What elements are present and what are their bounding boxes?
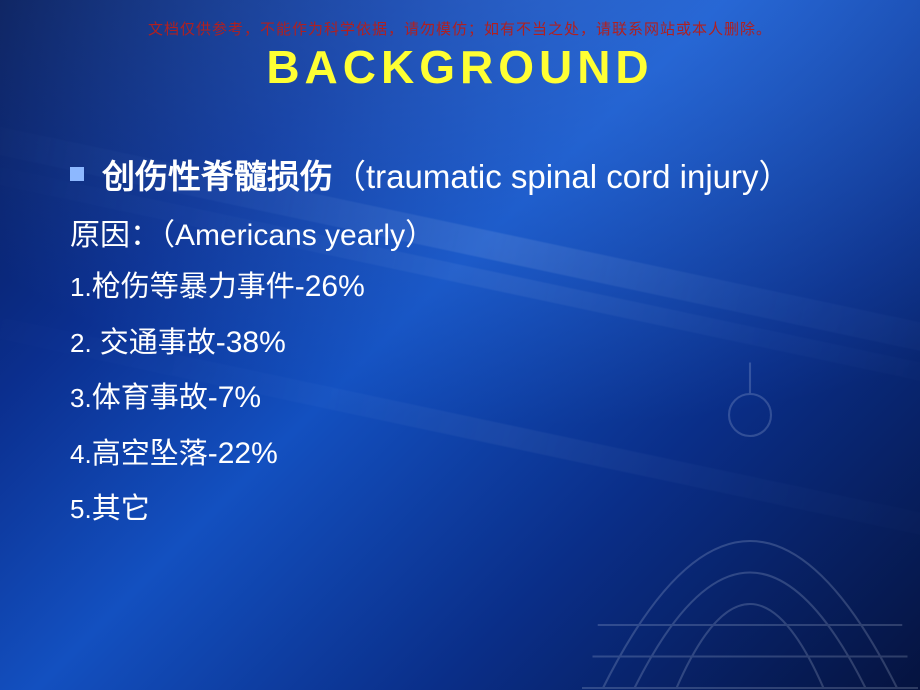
item-percent: -22%	[208, 437, 278, 470]
item-number: 2.	[70, 328, 92, 358]
item-number: 5.	[70, 494, 92, 524]
item-number: 1.	[70, 272, 92, 302]
topic-paren: （traumatic spinal cord injury）	[333, 158, 792, 195]
item-text: 枪伤等暴力事件	[92, 271, 295, 303]
topic-bold: 创伤性脊髓损伤	[102, 158, 333, 195]
content-block: 创伤性脊髓损伤（traumatic spinal cord injury） 原因…	[70, 150, 880, 546]
item-percent: -26%	[295, 270, 365, 303]
item-text: 高空坠落	[92, 438, 208, 470]
item-text: 体育事故	[92, 382, 208, 414]
item-percent: -38%	[216, 326, 286, 359]
list-item: 4.高空坠落-22%	[70, 435, 880, 473]
item-percent: -7%	[208, 381, 261, 414]
page-title: BACKGROUND	[0, 40, 920, 94]
reason-paren: （Americans yearly）	[160, 219, 435, 252]
disclaimer-text: 文档仅供参考，不能作为科学依据，请勿模仿；如有不当之处，请联系网站或本人删除。	[0, 18, 920, 39]
topic-row: 创伤性脊髓损伤（traumatic spinal cord injury）	[70, 150, 880, 198]
slide: 文档仅供参考，不能作为科学依据，请勿模仿；如有不当之处，请联系网站或本人删除。 …	[0, 0, 920, 690]
topic-text: 创伤性脊髓损伤（traumatic spinal cord injury）	[102, 150, 792, 198]
item-number: 4.	[70, 439, 92, 469]
item-text: 交通事故	[92, 327, 216, 359]
reason-label: 原因：	[70, 219, 160, 252]
list-item: 1.枪伤等暴力事件-26%	[70, 268, 880, 306]
list-item: 3.体育事故-7%	[70, 379, 880, 417]
item-text: 其它	[92, 493, 150, 525]
bullet-icon	[70, 167, 84, 181]
list-item: 5.其它	[70, 490, 880, 528]
reason-line: 原因：（Americans yearly）	[70, 210, 880, 254]
list-item: 2. 交通事故-38%	[70, 324, 880, 362]
item-number: 3.	[70, 383, 92, 413]
